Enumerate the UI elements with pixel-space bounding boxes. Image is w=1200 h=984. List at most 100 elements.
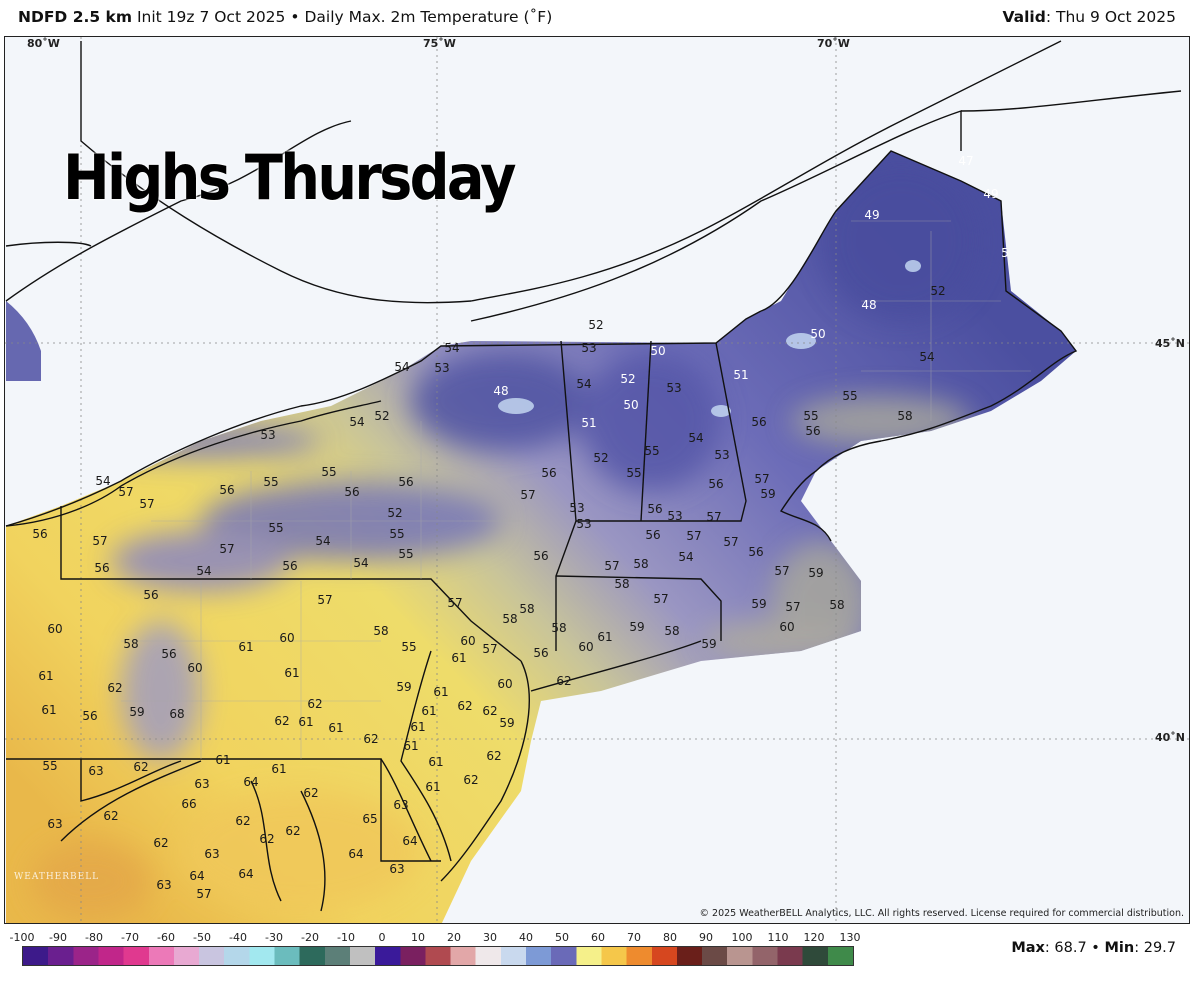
temperature-label: 61 bbox=[284, 666, 299, 680]
temperature-label: 61 bbox=[298, 715, 313, 729]
max-value: : 68.7 bbox=[1044, 940, 1087, 956]
max-min-stats: Max: 68.7 • Min: 29.7 bbox=[1011, 940, 1176, 956]
temperature-label: 56 bbox=[748, 545, 763, 559]
temperature-label: 50 bbox=[623, 398, 638, 412]
temperature-label: 56 bbox=[533, 646, 548, 660]
colorbar bbox=[22, 946, 854, 966]
colorbar-tick: 0 bbox=[378, 931, 386, 944]
min-label: Min bbox=[1104, 940, 1135, 956]
temperature-label: 59 bbox=[129, 705, 144, 719]
temperature-label: 60 bbox=[47, 622, 62, 636]
temperature-label: 56 bbox=[219, 483, 234, 497]
temperature-label: 57 bbox=[447, 596, 462, 610]
temperature-label: 48 bbox=[861, 298, 876, 312]
init-time: Init 19z 7 Oct 2025 bbox=[136, 8, 286, 26]
temperature-label: 62 bbox=[274, 714, 289, 728]
temperature-label: 58 bbox=[664, 624, 679, 638]
temperature-label: 59 bbox=[629, 620, 644, 634]
temperature-label: 56 bbox=[751, 415, 766, 429]
colorbar-tick: -90 bbox=[49, 931, 67, 944]
temperature-label: 56 bbox=[708, 477, 723, 491]
temperature-label: 52 bbox=[593, 451, 608, 465]
temperature-label: 60 bbox=[779, 620, 794, 634]
temperature-label: 54 bbox=[353, 556, 368, 570]
temperature-label: 5 bbox=[1001, 246, 1009, 260]
temperature-label: 58 bbox=[519, 602, 534, 616]
temperature-label: 60 bbox=[497, 677, 512, 691]
temperature-label: 61 bbox=[403, 739, 418, 753]
colorbar-tick: 10 bbox=[411, 931, 425, 944]
temperature-label: 62 bbox=[259, 832, 274, 846]
temperature-label: 54 bbox=[444, 341, 459, 355]
temperature-label: 62 bbox=[235, 814, 250, 828]
temperature-label: 63 bbox=[393, 798, 408, 812]
temperature-label: 54 bbox=[95, 474, 110, 488]
temperature-label: 58 bbox=[897, 409, 912, 423]
temperature-label: 58 bbox=[373, 624, 388, 638]
temperature-label: 57 bbox=[139, 497, 154, 511]
temperature-label: 59 bbox=[751, 597, 766, 611]
temperature-label: 49 bbox=[864, 208, 879, 222]
lon-label-80w: 80˚W bbox=[27, 37, 60, 50]
temperature-label: 49 bbox=[983, 187, 998, 201]
colorbar-tick-labels: -100 -90 -80 -70 -60 -50 -40 -30 -20 -10 0 10 20 30 40… bbox=[0, 931, 880, 945]
lat-label-40n: 40˚N bbox=[1155, 731, 1186, 744]
temperature-label: 62 bbox=[307, 697, 322, 711]
colorbar-tick: 40 bbox=[519, 931, 533, 944]
colorbar-tick: -40 bbox=[229, 931, 247, 944]
temperature-label: 61 bbox=[38, 669, 53, 683]
temperature-label: 63 bbox=[389, 862, 404, 876]
temperature-label: 62 bbox=[482, 704, 497, 718]
temperature-label: 50 bbox=[650, 344, 665, 358]
temperature-label: 55 bbox=[803, 409, 818, 423]
temperature-label: 51 bbox=[581, 416, 596, 430]
temperature-label: 59 bbox=[808, 566, 823, 580]
temperature-label: 57 bbox=[785, 600, 800, 614]
temperature-label: 56 bbox=[94, 561, 109, 575]
temperature-label: 55 bbox=[842, 389, 857, 403]
temperature-label: 59 bbox=[499, 716, 514, 730]
colorbar-tick: -80 bbox=[85, 931, 103, 944]
temperature-label: 55 bbox=[263, 475, 278, 489]
temperature-label: 63 bbox=[204, 847, 219, 861]
temperature-label: 54 bbox=[394, 360, 409, 374]
temperature-label: 54 bbox=[919, 350, 934, 364]
map-title: NDFD 2.5 km Init 19z 7 Oct 2025 • Daily … bbox=[18, 8, 552, 26]
temperature-map: 47 49 49 5 48 52 50 54 52 53 50 54 54 53 48 54 52 53 51 50 5… bbox=[4, 36, 1190, 924]
temperature-label: 62 bbox=[486, 749, 501, 763]
temperature-label: 61 bbox=[428, 755, 443, 769]
temperature-label: 63 bbox=[156, 878, 171, 892]
temperature-label: 57 bbox=[482, 642, 497, 656]
temperature-label: 54 bbox=[688, 431, 703, 445]
temperature-label: 61 bbox=[421, 704, 436, 718]
temperature-label: 47 bbox=[958, 154, 973, 168]
county-lines bbox=[121, 220, 1031, 759]
temperature-label: 57 bbox=[653, 592, 668, 606]
colorbar-tick: 130 bbox=[839, 931, 861, 944]
temperature-label: 56 bbox=[398, 475, 413, 489]
colorbar-tick: -100 bbox=[9, 931, 35, 944]
temperature-label: 54 bbox=[315, 534, 330, 548]
temperature-label: 61 bbox=[41, 703, 56, 717]
temperature-label: 55 bbox=[626, 466, 641, 480]
temperature-label: 52 bbox=[374, 409, 389, 423]
temperature-label: 55 bbox=[644, 444, 659, 458]
temperature-label: 64 bbox=[402, 834, 417, 848]
temperature-label: 68 bbox=[169, 707, 184, 721]
temperature-label: 52 bbox=[930, 284, 945, 298]
colorbar-tick: 90 bbox=[699, 931, 713, 944]
temperature-label: 62 bbox=[463, 773, 478, 787]
temperature-label: 62 bbox=[285, 824, 300, 838]
temperature-label: 61 bbox=[451, 651, 466, 665]
temperature-label: 55 bbox=[42, 759, 57, 773]
valid-label: Valid bbox=[1002, 8, 1046, 26]
colorbar-tick: 80 bbox=[663, 931, 677, 944]
temperature-label: 59 bbox=[396, 680, 411, 694]
temperature-label: 61 bbox=[597, 630, 612, 644]
temperature-label: 56 bbox=[143, 588, 158, 602]
temperature-label: 60 bbox=[578, 640, 593, 654]
valid-time: Valid: Thu 9 Oct 2025 bbox=[1003, 8, 1177, 26]
temperature-label: 56 bbox=[805, 424, 820, 438]
temperature-label: 61 bbox=[328, 721, 343, 735]
colorbar-tick: 70 bbox=[627, 931, 641, 944]
